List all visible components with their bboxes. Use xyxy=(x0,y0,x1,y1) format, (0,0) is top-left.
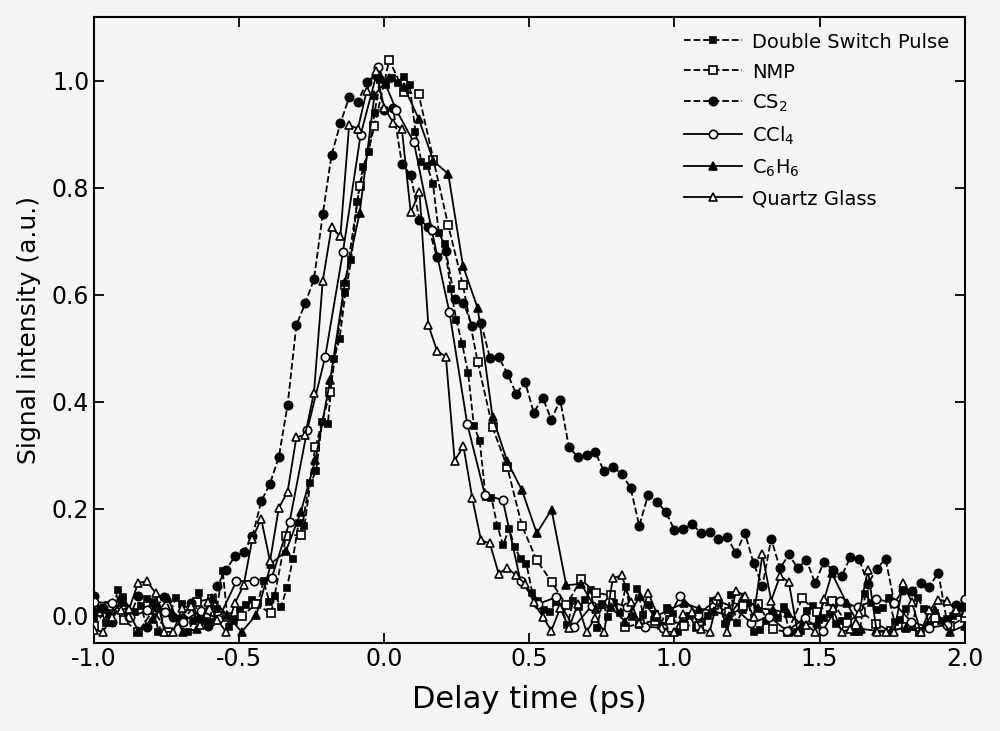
X-axis label: Delay time (ps): Delay time (ps) xyxy=(412,686,647,714)
Y-axis label: Signal intensity (a.u.): Signal intensity (a.u.) xyxy=(17,196,41,463)
Legend: Double Switch Pulse, NMP, CS$_2$, CCl$_4$, C$_6$H$_6$, Quartz Glass: Double Switch Pulse, NMP, CS$_2$, CCl$_4… xyxy=(678,26,955,214)
